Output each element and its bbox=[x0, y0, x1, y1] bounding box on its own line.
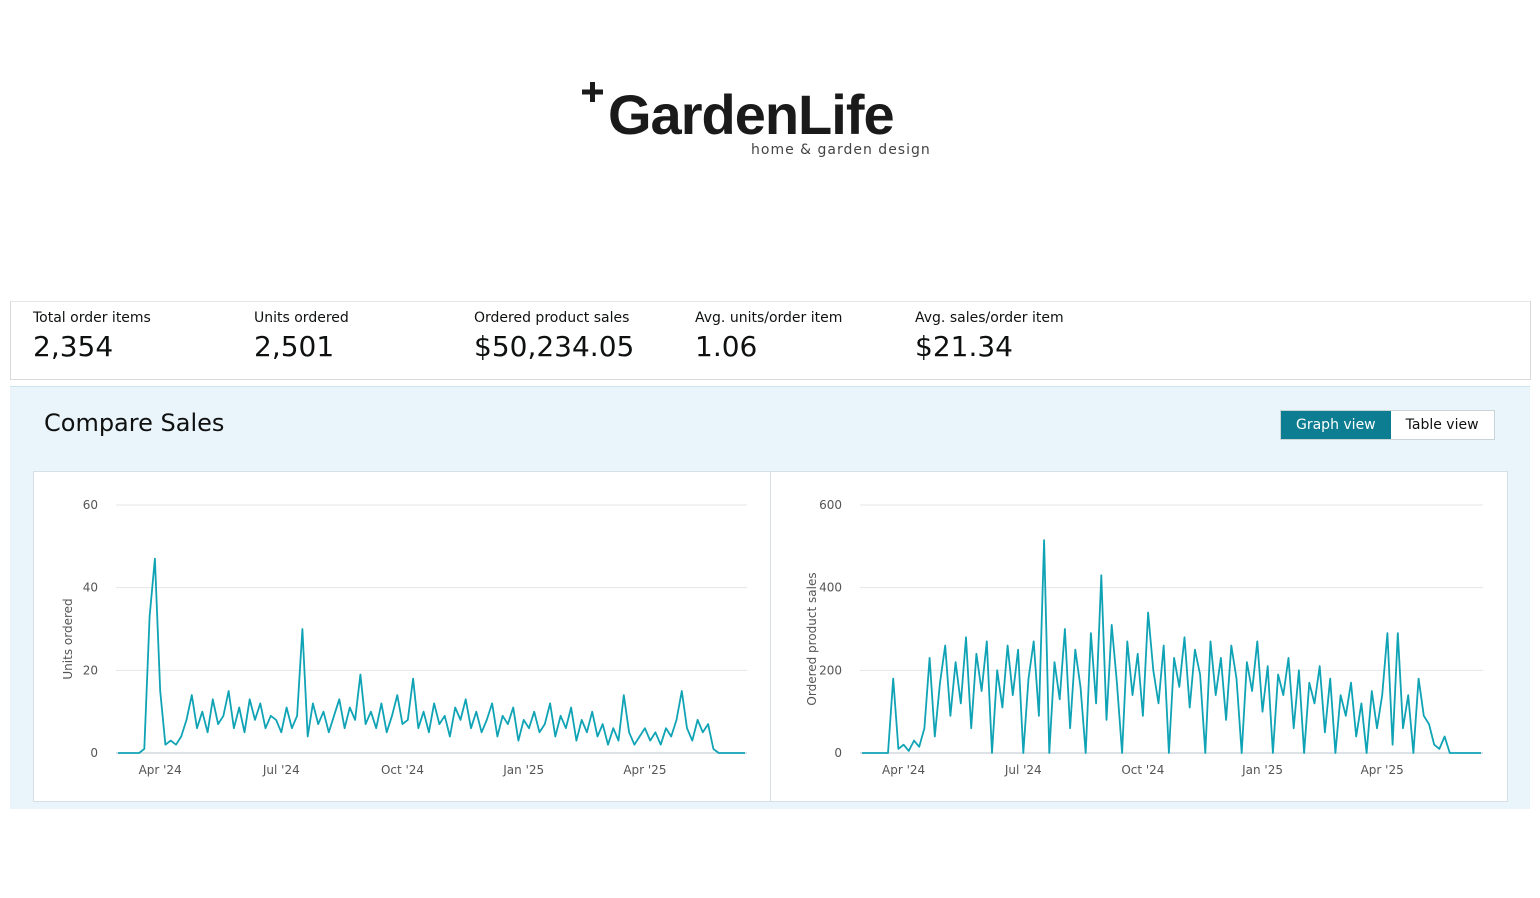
section-title: Compare Sales bbox=[44, 409, 225, 437]
x-tick-label: Jan '25 bbox=[502, 763, 544, 777]
metric-label: Units ordered bbox=[254, 310, 349, 326]
logo-plus bbox=[582, 82, 603, 102]
metric: Total order items 2,354 bbox=[33, 310, 151, 363]
y-axis-label: Units ordered bbox=[61, 598, 75, 679]
y-tick-label: 200 bbox=[819, 663, 842, 677]
y-axis-label: Ordered product sales bbox=[805, 572, 819, 705]
metric-value: 2,501 bbox=[254, 330, 335, 363]
metrics-bar: Total order items 2,354 Units ordered 2,501… bbox=[10, 301, 1531, 380]
y-tick-label: 0 bbox=[834, 746, 842, 760]
x-tick-label: Oct '24 bbox=[1121, 763, 1164, 777]
x-tick-label: Oct '24 bbox=[381, 763, 424, 777]
data-line bbox=[118, 557, 745, 754]
logo-text: GardenLife bbox=[608, 83, 895, 146]
metric-value: 1.06 bbox=[695, 330, 758, 363]
chart: 0 200 400 600 Ordered product sales Apr '24 Ju… bbox=[805, 498, 1483, 777]
chart-card: 0 20 40 60 Units ordered Apr '24 Jul '24 Oct '2… bbox=[33, 471, 1508, 802]
x-tick-label: Jul '24 bbox=[262, 763, 300, 777]
x-tick-label: Apr '24 bbox=[139, 763, 182, 777]
metric-label: Avg. units/order item bbox=[695, 310, 843, 326]
metric-value: $50,234.05 bbox=[474, 330, 635, 363]
x-tick-label: Apr '24 bbox=[882, 763, 925, 777]
data-line bbox=[862, 539, 1481, 754]
x-tick-label: Apr '25 bbox=[1361, 763, 1404, 777]
metric-label: Ordered product sales bbox=[474, 310, 630, 326]
compare-panel: Compare Sales Graph view Table view 0 20 4… bbox=[10, 386, 1530, 809]
table-view-button[interactable]: Table view bbox=[1405, 417, 1479, 433]
x-tick-label: Jan '25 bbox=[1241, 763, 1283, 777]
y-tick-label: 40 bbox=[83, 581, 98, 595]
view-toggle: Graph view Table view bbox=[1280, 410, 1495, 440]
metric: Avg. sales/order item $21.34 bbox=[915, 310, 1064, 363]
divider bbox=[770, 472, 771, 801]
y-tick-label: 60 bbox=[83, 498, 98, 512]
y-tick-label: 0 bbox=[90, 746, 98, 760]
y-tick-label: 600 bbox=[819, 498, 842, 512]
logo-tagline: home & garden design bbox=[751, 142, 931, 158]
x-tick-label: Apr '25 bbox=[623, 763, 666, 777]
y-tick-label: 20 bbox=[83, 663, 98, 677]
graph-view-button[interactable]: Graph view bbox=[1281, 411, 1391, 439]
metric-value: 2,354 bbox=[33, 330, 114, 363]
y-tick-label: 400 bbox=[819, 581, 842, 595]
chart: 0 20 40 60 Units ordered Apr '24 Jul '24 Oct '2… bbox=[61, 498, 747, 777]
metric: Avg. units/order item 1.06 bbox=[695, 310, 842, 363]
x-tick-label: Jul '24 bbox=[1004, 763, 1042, 777]
metric-label: Avg. sales/order item bbox=[915, 310, 1064, 326]
metric-value: $21.34 bbox=[915, 330, 1013, 363]
metric-label: Total order items bbox=[33, 310, 151, 326]
metric: Ordered product sales $50,234.05 bbox=[474, 310, 634, 363]
metric: Units ordered 2,501 bbox=[254, 310, 349, 363]
